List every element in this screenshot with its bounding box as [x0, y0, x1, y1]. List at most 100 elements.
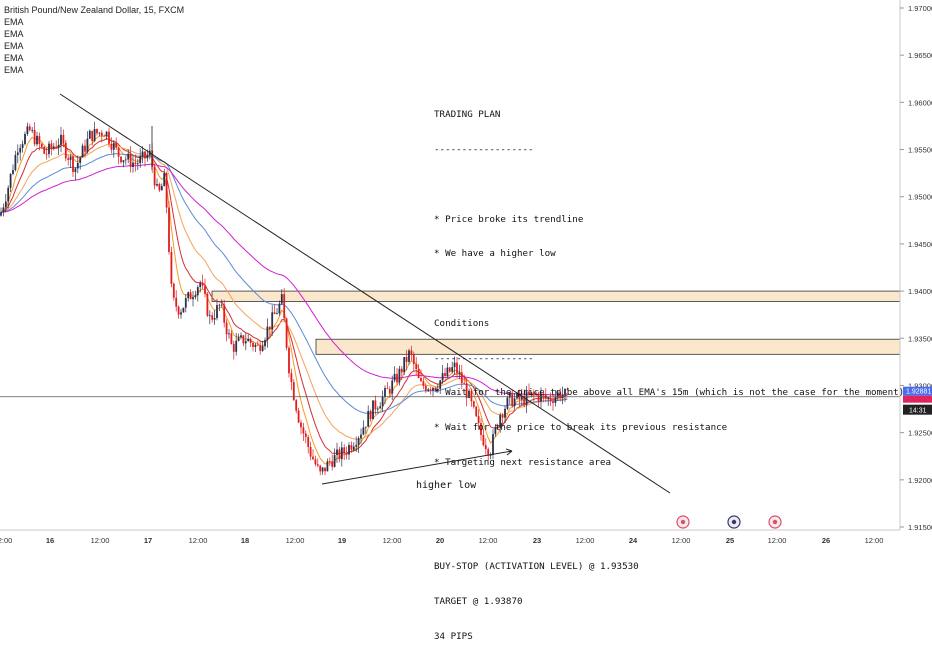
candle-body — [472, 401, 475, 407]
candle-body — [45, 153, 48, 155]
candle-body — [192, 297, 194, 300]
time-tick-label: 25 — [726, 536, 734, 545]
candle-body — [76, 162, 79, 169]
symbol-title[interactable]: British Pound/New Zealand Dollar, 15, FX… — [4, 5, 185, 15]
candle-body — [52, 146, 55, 149]
candle-body — [326, 461, 329, 472]
descending-trendline — [59, 93, 671, 494]
plan-line: Conditions — [434, 317, 490, 329]
candle-body — [444, 373, 446, 376]
time-tick-label: 12:00 — [672, 536, 691, 545]
candle-body — [504, 408, 506, 418]
candle-body — [57, 144, 60, 148]
candle-body — [501, 415, 504, 418]
plan-line: * Targeting next resistance area — [434, 457, 612, 468]
candle-body — [163, 173, 166, 187]
candle-body — [338, 449, 341, 460]
candle-body — [213, 318, 216, 320]
candle-body — [74, 168, 77, 173]
candle-body — [252, 342, 254, 347]
candle-body — [276, 313, 278, 315]
candle-body — [492, 434, 494, 455]
candle-body — [386, 388, 389, 389]
ema-line — [0, 144, 568, 440]
event-flag-dot — [772, 519, 778, 525]
candle-body — [343, 447, 346, 454]
candle-body — [194, 295, 197, 298]
ema-label-3[interactable]: EMA — [4, 41, 24, 51]
candle-body — [549, 398, 552, 402]
candle-body — [540, 393, 542, 402]
higher-low-line — [321, 450, 513, 485]
candle-body — [424, 385, 427, 391]
candle-body — [271, 312, 274, 330]
candle-body — [55, 146, 58, 148]
price-tick-label: 1.93500 — [908, 334, 932, 343]
candle-body — [249, 338, 252, 343]
price-axis[interactable]: 1.97000 1.96500 1.96000 1.95500 1.95000 1.945… — [899, 0, 932, 532]
candle-body — [62, 134, 65, 143]
candle-body — [180, 312, 182, 315]
candle-body — [199, 282, 202, 288]
time-tick-label: 17 — [144, 536, 152, 545]
candle-body — [336, 449, 338, 456]
candle-body — [69, 156, 72, 160]
candle-body — [516, 393, 518, 399]
candle-body — [302, 427, 305, 434]
candle-body — [528, 391, 530, 395]
candle-body — [429, 389, 432, 391]
candle-body — [141, 151, 144, 157]
candle-body — [72, 156, 74, 173]
price-tick-label: 1.95000 — [908, 193, 932, 202]
ema-label-1[interactable]: EMA — [4, 17, 24, 27]
price-tick-label: 1.92000 — [908, 476, 932, 485]
ema-price-tag — [903, 395, 932, 403]
price-tick-label: 1.95500 — [908, 146, 932, 155]
candle-body — [225, 322, 228, 335]
candle-body — [254, 344, 257, 347]
candle-body — [475, 406, 478, 417]
chart-legend: British Pound/New Zealand Dollar, 15, FX… — [4, 4, 184, 76]
candle-body — [132, 162, 134, 167]
candle-body — [7, 187, 10, 202]
price-chart[interactable]: 1.97000 1.96500 1.96000 1.95500 1.95000 1.945… — [0, 0, 932, 550]
time-tick-label: 12:00 — [189, 536, 208, 545]
candle-body — [518, 393, 521, 400]
price-tick-label: 1.93000 — [908, 381, 932, 390]
candle-body — [259, 345, 262, 351]
plan-line: * Price broke its trendline — [434, 213, 584, 225]
plan-line: * We have a higher low — [434, 248, 556, 260]
plan-line: 34 PIPS — [434, 630, 473, 642]
ema-label-4[interactable]: EMA — [4, 53, 24, 63]
candle-body — [228, 333, 230, 335]
candle-body — [285, 318, 288, 348]
ema-label-5[interactable]: EMA — [4, 65, 24, 75]
candle-body — [328, 461, 331, 463]
time-axis[interactable]: 2:00 16 12:00 17 12:00 18 12:00 19 12:00 20 12:00 2… — [0, 529, 900, 545]
time-tick-label: 19 — [338, 536, 346, 545]
candle-body — [12, 170, 14, 174]
candle-body — [165, 173, 168, 208]
candle-body — [367, 410, 370, 427]
candle-body — [554, 396, 557, 403]
candle-body — [244, 341, 247, 344]
time-tick-label: 12:00 — [91, 536, 110, 545]
countdown-tag — [903, 404, 932, 415]
candle-body — [172, 283, 175, 298]
candle-body — [108, 131, 110, 144]
candle-body — [124, 159, 127, 161]
candle-body — [352, 446, 355, 450]
candle-body — [218, 304, 221, 306]
ema-label-2[interactable]: EMA — [4, 29, 24, 39]
candle-body — [96, 128, 98, 134]
candle-body — [547, 398, 550, 400]
candle-body — [391, 380, 394, 394]
candle-body — [453, 362, 456, 368]
candle-body — [19, 147, 22, 153]
candle-body — [127, 153, 130, 160]
candle-body — [21, 144, 24, 148]
candle-body — [273, 312, 276, 315]
price-tick-label: 1.92500 — [908, 429, 932, 438]
candle-body — [307, 437, 310, 447]
candles — [0, 121, 569, 476]
